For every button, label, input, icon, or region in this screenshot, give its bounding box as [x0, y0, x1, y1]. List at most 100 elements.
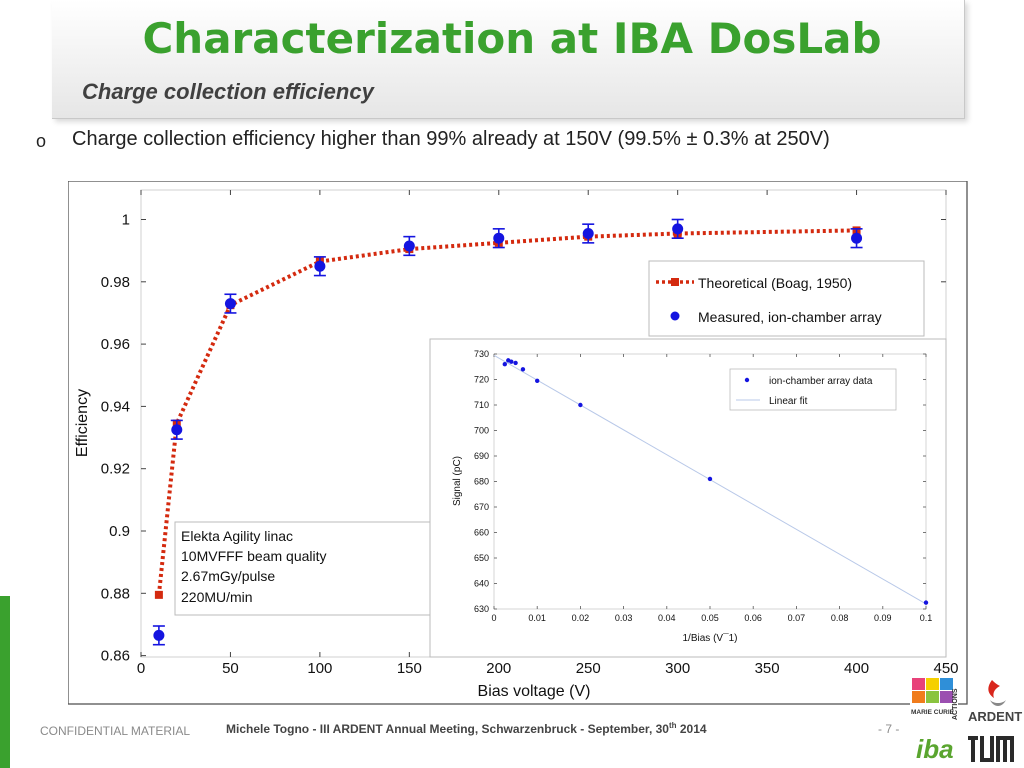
inset-x-tick-label: 0.05	[701, 613, 719, 623]
inset-data-point	[535, 378, 540, 383]
inset-data-point	[578, 402, 583, 408]
inset-x-tick-label: 0.01	[528, 613, 546, 623]
efficiency-chart: 0 50 100 150 200 250 300 350 400 450 0.860.880.90…	[68, 181, 968, 705]
main-series	[152, 218, 863, 646]
slide-subtitle: Charge collection efficiency	[82, 79, 374, 104]
footer-meeting-tail: 2014	[676, 722, 707, 736]
inset-x-tick-label: 0.07	[788, 613, 806, 623]
inset-data-point	[923, 600, 929, 605]
main-x-tick-labels: 0 50 100 150 200 250 300 350 400 450	[137, 660, 959, 677]
inset-y-tick-label: 710	[474, 400, 489, 410]
main-y-axis-label: Efficiency	[74, 389, 91, 457]
inset-x-tick-label: 0.1	[920, 613, 933, 623]
inset-y-tick-label: 700	[474, 426, 489, 436]
iba-logo: iba	[916, 734, 954, 764]
green-accent-bar	[0, 596, 10, 768]
title-banner	[52, 0, 965, 119]
annotation-line-1: Elekta Agility linac	[181, 528, 293, 544]
inset-data-point	[707, 476, 713, 482]
inset-x-tick-label: 0.02	[572, 613, 590, 623]
main-y-tick-label: 0.96	[101, 336, 130, 353]
slide-title: Characterization at IBA DosLab	[142, 14, 882, 63]
inset-data-point	[502, 362, 507, 367]
inset-x-tick-label: 0.06	[744, 613, 762, 623]
footer-meeting: Michele Togno - III ARDENT Annual Meetin…	[226, 721, 707, 736]
inset-y-tick-label: 730	[474, 349, 489, 359]
page-number: - 7 -	[878, 722, 900, 736]
measured-point	[582, 228, 594, 240]
theoretical-point	[154, 590, 163, 599]
bullet-text: Charge collection efficiency higher than…	[72, 128, 830, 150]
inset-x-tick-label: 0.04	[658, 613, 676, 623]
main-x-tick-label: 50	[222, 660, 239, 677]
annotation-box	[174, 521, 431, 616]
main-x-tick-label: 200	[486, 660, 511, 677]
main-y-tick-label: 0.94	[101, 398, 130, 415]
measured-point	[851, 232, 863, 244]
inset-legend-fit-label: Linear fit	[769, 396, 808, 407]
annotation-line-2: 10MVFFF beam quality	[181, 548, 327, 564]
inset-x-axis-label: 1/Bias (V¯1)	[683, 632, 738, 644]
footer-meeting-sup: th	[668, 721, 677, 730]
annotation-line-3: 2.67mGy/pulse	[181, 568, 275, 584]
svg-text:ARDENT: ARDENT	[968, 709, 1022, 724]
main-x-tick-label: 350	[755, 660, 780, 677]
main-legend: Theoretical (Boag, 1950) Measured, ion-c…	[648, 260, 925, 337]
main-x-tick-label: 150	[397, 660, 422, 677]
inset-x-tick-label: 0	[491, 613, 496, 623]
main-x-axis-label: Bias voltage (V)	[478, 683, 591, 700]
inset-y-axis-label: Signal (pC)	[452, 456, 463, 506]
inset-x-tick-labels: 0 0.01 0.02 0.03 0.04 0.05 0.06 0.07 0.08 0.09 0.1	[491, 613, 932, 623]
main-x-tick-label: 0	[137, 660, 145, 677]
svg-text:iba: iba	[916, 734, 954, 764]
logo-group: MARIE CURIE ACTIONS ARDENT iba	[910, 676, 1022, 766]
main-y-tick-labels: 0.86 0.88 0.9 0.92 0.94 0.96 0.98 1	[101, 212, 130, 665]
inset-y-tick-label: 640	[474, 579, 489, 589]
ardent-logo: ARDENT	[968, 680, 1022, 724]
main-y-tick-label: 0.92	[101, 461, 130, 478]
main-legend-box	[648, 260, 925, 337]
measured-point	[314, 260, 326, 272]
marie-curie-actions-logo: MARIE CURIE ACTIONS	[910, 676, 959, 720]
svg-text:ACTIONS: ACTIONS	[952, 688, 959, 720]
main-x-tick-label: 250	[576, 660, 601, 677]
main-y-tick-label: 1	[122, 212, 130, 229]
inset-axis-ticks	[493, 353, 927, 610]
beam-info-annotation: Elekta Agility linac 10MVFFF beam qualit…	[174, 521, 431, 616]
inset-y-tick-label: 660	[474, 528, 489, 538]
annotation-line-4: 220MU/min	[181, 589, 253, 605]
inset-y-tick-label: 720	[474, 375, 489, 385]
inset-data-point	[520, 367, 526, 372]
inset-chart: 0 0.01 0.02 0.03 0.04 0.05 0.06 0.07 0.08 0.09 0.1…	[429, 338, 947, 658]
inset-y-tick-label: 680	[474, 477, 489, 487]
footer-confidential: CONFIDENTIAL MATERIAL	[40, 724, 191, 738]
measured-point	[171, 424, 183, 436]
main-y-tick-label: 0.9	[109, 523, 130, 540]
measured-point	[153, 629, 165, 641]
legend-measured-label: Measured, ion-chamber array	[698, 309, 882, 325]
inset-y-tick-label: 690	[474, 451, 489, 461]
inset-legend: ion-chamber array data Linear fit	[729, 368, 897, 411]
inset-x-tick-label: 0.09	[874, 613, 892, 623]
inset-x-tick-label: 0.03	[615, 613, 633, 623]
inset-series	[493, 354, 929, 605]
main-x-tick-label: 100	[307, 660, 332, 677]
measured-point	[403, 240, 415, 252]
inset-x-tick-label: 0.08	[831, 613, 849, 623]
inset-data-point	[513, 360, 518, 366]
measured-point	[672, 223, 684, 235]
svg-text:MARIE CURIE: MARIE CURIE	[911, 709, 955, 716]
inset-legend-data-label: ion-chamber array data	[769, 376, 873, 387]
inset-y-tick-label: 630	[474, 604, 489, 614]
main-x-tick-label: 300	[665, 660, 690, 677]
main-y-tick-label: 0.88	[101, 585, 130, 602]
inset-y-tick-labels: 630 640 650 660 670 680 690 700 710 720 730	[474, 349, 489, 614]
main-y-tick-label: 0.98	[101, 274, 130, 291]
main-x-tick-label: 450	[933, 660, 958, 677]
footer-meeting-text: Michele Togno - III ARDENT Annual Meetin…	[226, 722, 669, 736]
inset-data-point	[509, 359, 514, 364]
inset-y-tick-label: 670	[474, 502, 489, 512]
bullet-marker: o	[36, 131, 47, 151]
inset-legend-box	[729, 368, 897, 411]
legend-measured-marker	[670, 311, 680, 321]
